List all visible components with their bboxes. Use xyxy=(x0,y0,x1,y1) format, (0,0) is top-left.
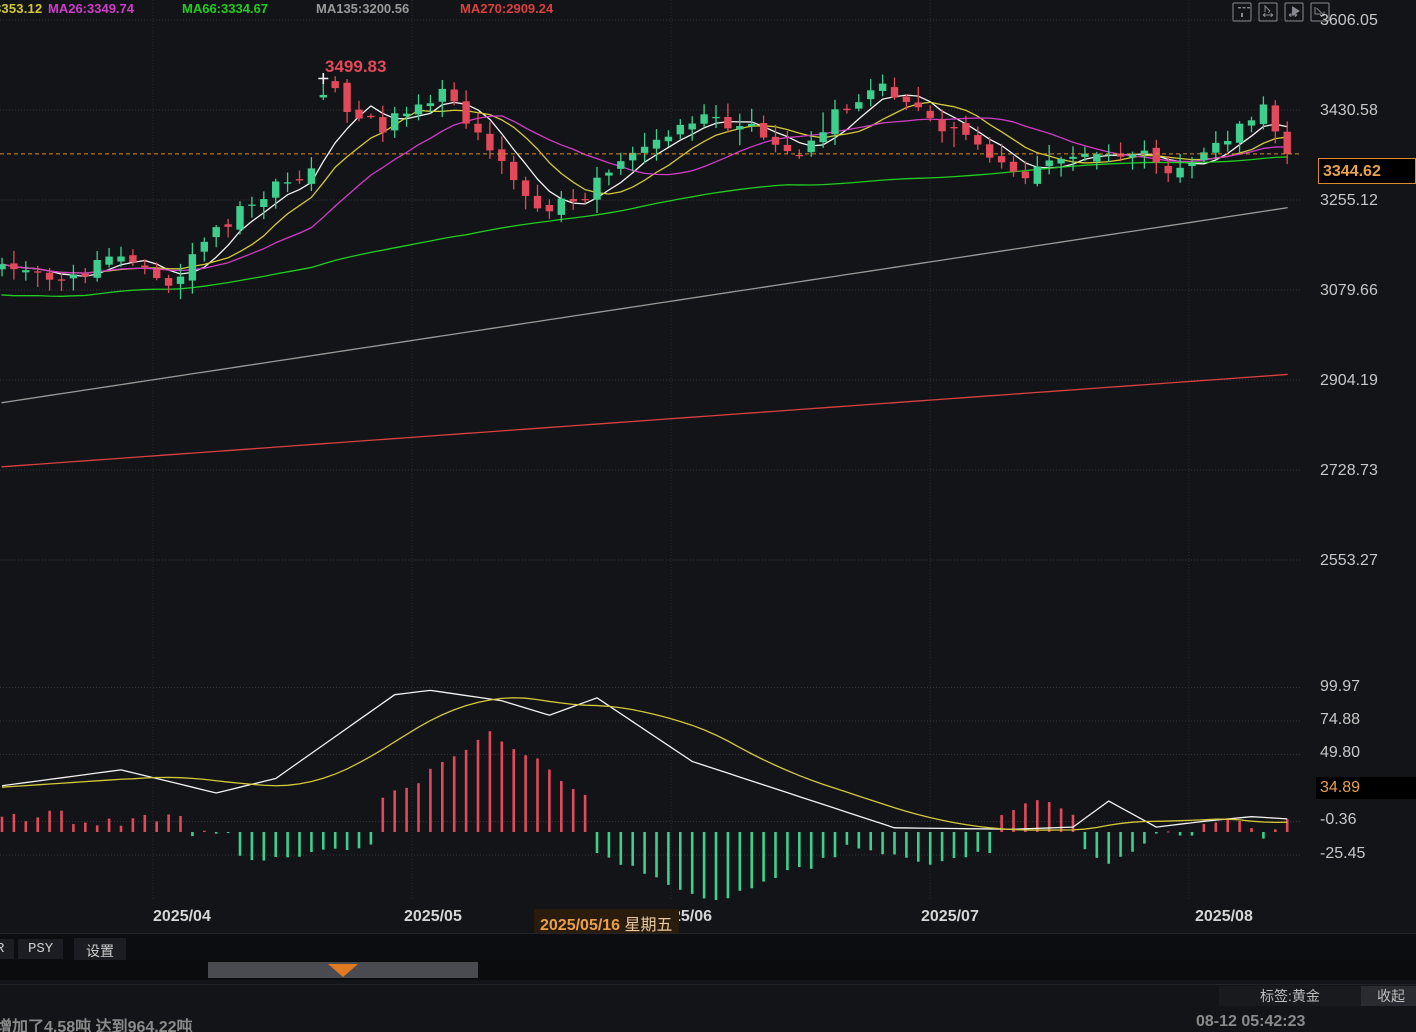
svg-text:3499.83: 3499.83 xyxy=(325,57,386,76)
